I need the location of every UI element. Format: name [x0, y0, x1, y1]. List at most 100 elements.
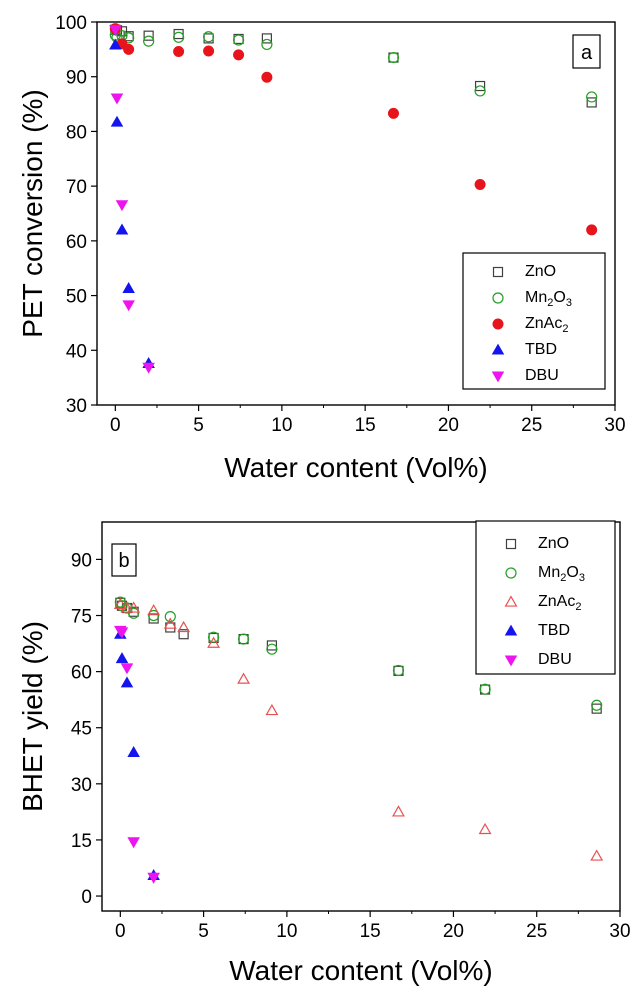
data-point	[237, 672, 251, 684]
panel-tag-box	[572, 34, 601, 69]
data-point	[110, 115, 124, 127]
data-point	[109, 38, 122, 50]
series-mn2o3	[109, 29, 598, 103]
data-point	[142, 362, 155, 374]
chart-panel-a: 0 5 10 15 20 25 30 30 40 50 60 70 80 90 100 Water conte…	[17, 13, 626, 483]
y-tick-label: 50	[66, 287, 87, 308]
data-point	[479, 683, 491, 695]
series-znac2	[113, 597, 604, 861]
legend-marker	[491, 343, 505, 355]
data-point	[120, 676, 134, 688]
data-point	[392, 805, 405, 817]
x-tick-label: 25	[526, 921, 547, 942]
plot-frame	[101, 521, 621, 912]
data-point	[392, 664, 405, 677]
legend-marker	[505, 538, 517, 550]
y-tick-label: 80	[66, 122, 87, 143]
legend-entry: ZnO	[492, 263, 556, 280]
x-axis-title: Water content (Vol%)	[229, 955, 493, 986]
data-point	[261, 33, 272, 44]
data-point	[591, 703, 602, 714]
data-point	[178, 629, 189, 640]
y-tick-label: 30	[71, 775, 92, 796]
legend-marker	[492, 318, 504, 330]
x-tick-label: 10	[271, 415, 292, 436]
data-point	[177, 620, 191, 633]
legend-label: TBD	[525, 341, 557, 358]
data-point	[122, 300, 135, 312]
series-tbd	[109, 38, 155, 368]
series-dbu	[109, 25, 155, 374]
data-point	[148, 609, 160, 622]
data-point	[387, 107, 399, 119]
legend-entry: ZnAc2	[492, 315, 568, 335]
legend-entry: TBD	[504, 622, 570, 639]
data-point	[109, 25, 122, 37]
y-tick-label: 100	[55, 13, 87, 34]
legend-marker	[492, 266, 504, 278]
data-point	[233, 49, 245, 61]
legend-entry: Mn2O3	[492, 289, 572, 309]
data-point	[207, 631, 220, 643]
x-tick-label: 20	[438, 415, 459, 436]
y-tick-label: 45	[71, 719, 92, 740]
x-tick-label: 15	[360, 921, 381, 942]
panel-tag-label: a	[581, 42, 593, 64]
data-point	[237, 633, 250, 645]
x-tick-label: 5	[193, 415, 204, 436]
legend-marker	[504, 624, 518, 636]
x-tick-label: 15	[355, 415, 376, 436]
x-tick-label: 30	[604, 415, 625, 436]
x-tick-label: 5	[198, 921, 209, 942]
data-point	[586, 97, 597, 108]
data-point	[586, 224, 598, 236]
y-tick-label: 90	[71, 550, 92, 571]
data-point	[120, 601, 134, 613]
panel-tag-label: b	[118, 550, 129, 572]
data-point	[143, 30, 154, 41]
legend-marker	[505, 567, 517, 579]
y-tick-label: 60	[71, 663, 92, 684]
x-tick-label: 25	[521, 415, 542, 436]
legend-marker	[504, 595, 518, 607]
legend-label: ZnO	[538, 535, 569, 552]
data-point	[110, 93, 124, 105]
legend-entry: ZnO	[505, 535, 569, 552]
data-point	[202, 31, 215, 43]
data-point	[265, 703, 279, 716]
legend-label: ZnAc2	[538, 593, 581, 613]
data-point	[590, 849, 604, 861]
data-point	[123, 32, 135, 44]
legend-entry: TBD	[491, 341, 557, 358]
data-point	[120, 663, 134, 675]
legend-label: DBU	[525, 367, 559, 384]
data-point	[143, 35, 155, 47]
x-tick-label: 0	[115, 921, 126, 942]
legend-label: TBD	[538, 622, 570, 639]
data-point	[115, 652, 129, 664]
y-tick-label: 15	[71, 831, 92, 852]
data-point	[591, 699, 603, 711]
data-point	[113, 597, 127, 609]
data-point	[122, 282, 135, 294]
data-point	[266, 643, 278, 655]
legend-label: Mn2O3	[525, 289, 572, 309]
y-tick-label: 30	[66, 396, 87, 417]
data-point	[261, 71, 273, 83]
data-point	[147, 872, 160, 884]
data-point	[266, 640, 277, 651]
y-tick-label: 90	[66, 68, 87, 89]
y-tick-label: 40	[66, 341, 87, 362]
legend-entry: ZnAc2	[504, 593, 581, 613]
x-axis-title: Water content (Vol%)	[224, 452, 488, 483]
data-point	[127, 601, 141, 613]
data-point	[261, 38, 273, 51]
data-point	[127, 837, 140, 849]
legend-label: Mn2O3	[538, 564, 585, 584]
data-point	[148, 613, 159, 624]
legend: ZnO Mn2O3 ZnAc2 TBD DBU	[475, 520, 616, 675]
data-point	[474, 80, 486, 92]
data-point	[586, 91, 598, 103]
legend-box	[475, 520, 616, 675]
legend-label: ZnO	[525, 263, 556, 280]
